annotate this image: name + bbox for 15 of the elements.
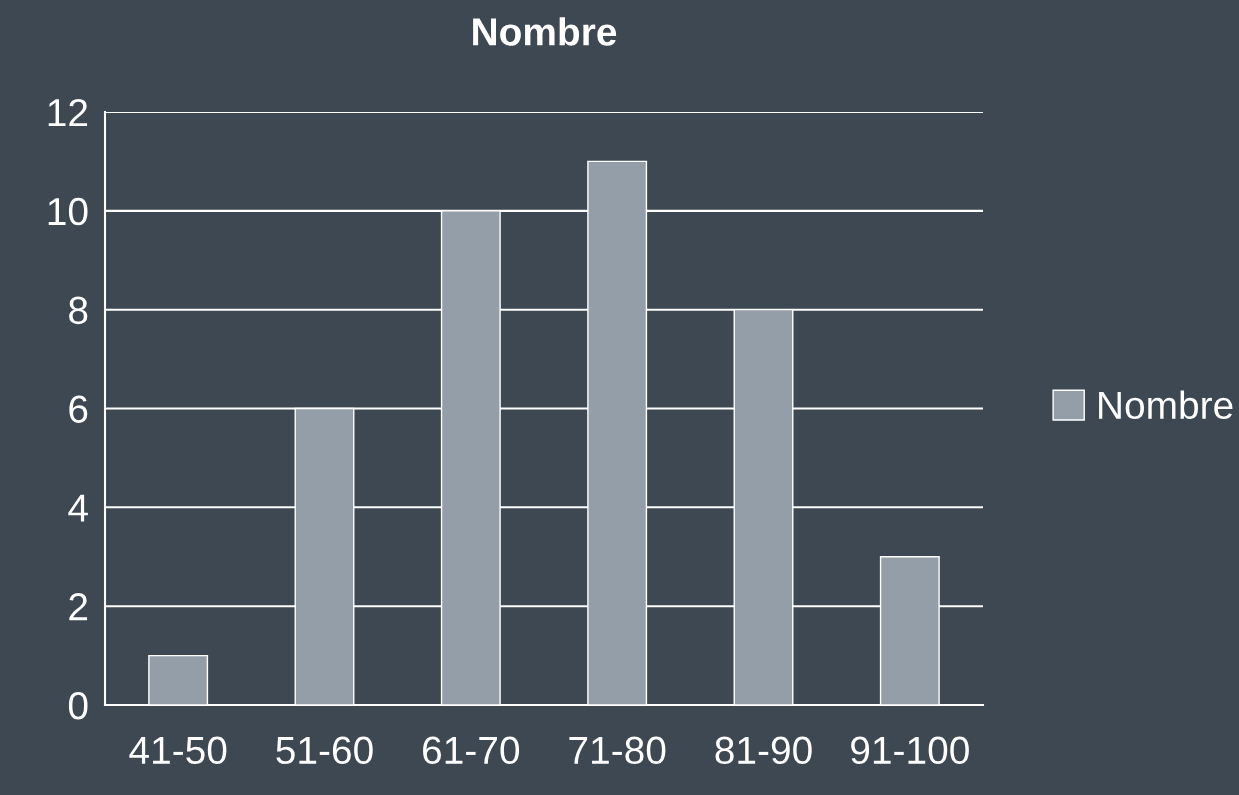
x-tick-label: 91-100 [851, 736, 969, 765]
x-tick-label: 81-90 [715, 736, 812, 765]
y-tick-label: 2 [69, 593, 88, 621]
y-tick-label: 10 [48, 197, 88, 226]
x-tick-label: 71-80 [569, 736, 666, 765]
x-tick-label: 51-60 [276, 736, 373, 765]
y-tick-label: 4 [68, 494, 88, 522]
y-tick-label: 12 [48, 98, 88, 127]
y-tick-label: 8 [69, 296, 88, 325]
y-tick-label: 0 [68, 691, 88, 720]
x-tick-label: 61-70 [423, 736, 520, 765]
x-tick-label: 41-50 [129, 736, 227, 765]
y-tick-label: 6 [69, 395, 88, 423]
chart-title: Nombre [473, 17, 617, 46]
legend-label: Nombre [1099, 390, 1233, 420]
